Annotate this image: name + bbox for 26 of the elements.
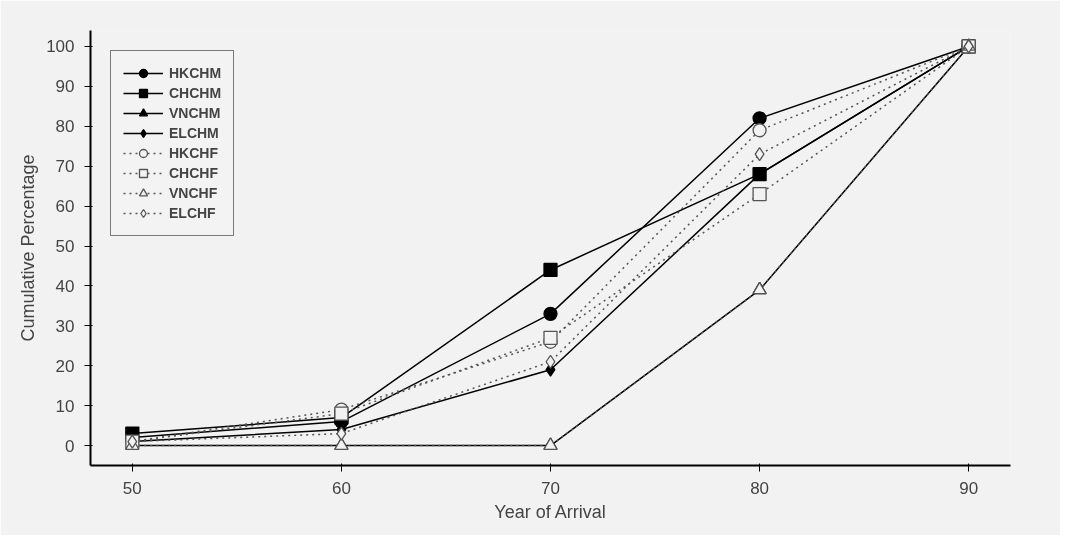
y-tick-label: 70 [55,157,75,177]
legend-label: HKCHF [169,145,218,161]
legend-label: HKCHM [169,65,222,81]
y-tick-label: 60 [55,197,75,217]
x-tick-label: 60 [331,478,351,498]
legend-label: VNCHM [169,105,221,121]
legend-label: CHCHM [169,85,222,101]
y-tick-label: 80 [55,117,75,137]
y-tick-label: 20 [55,356,75,376]
y-tick-label: 40 [55,276,75,296]
x-tick-label: 80 [750,478,770,498]
y-tick-label: 90 [55,77,75,97]
y-tick-label: 10 [55,396,75,416]
y-tick-label: 50 [55,237,75,256]
legend-label: VNCHF [169,185,218,201]
x-tick-label: 50 [122,478,142,498]
y-axis-title: Cumulative Percentage [18,154,39,342]
x-axis-title: Year of Arrival [494,501,606,522]
y-tick-label: 100 [46,37,75,57]
legend-label: CHCHF [169,165,218,181]
y-tick-label: 30 [55,316,75,336]
y-tick-label: 0 [65,436,75,456]
x-tick-label: 90 [959,478,979,498]
legend-label: ELCHM [169,125,219,141]
x-tick-label: 70 [541,478,560,498]
legend-label: ELCHF [169,205,216,221]
